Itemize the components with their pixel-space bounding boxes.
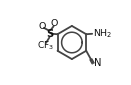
Text: CF$_3$: CF$_3$ [37,40,54,52]
Text: N: N [94,58,101,68]
Text: S: S [46,29,53,39]
Text: O: O [39,22,46,31]
Text: NH$_2$: NH$_2$ [93,28,112,40]
Text: O: O [51,19,58,28]
